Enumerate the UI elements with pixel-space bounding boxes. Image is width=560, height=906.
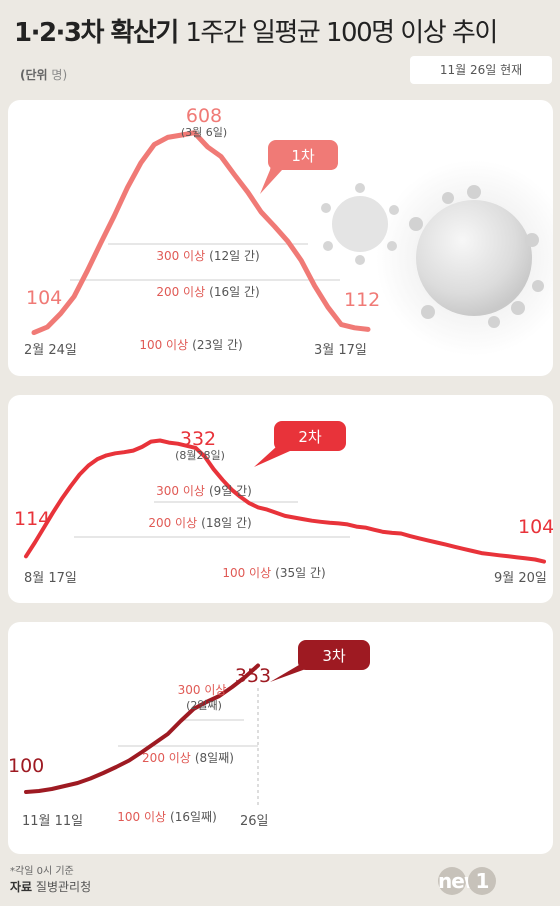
wave1-x-end: 3월 17일 — [314, 343, 367, 358]
wave1-threshold-100: 100 이상 (23일 간) — [139, 338, 242, 352]
wave2-badge: 2차 — [254, 421, 346, 469]
wave1-x-start: 2월 24일 — [24, 343, 77, 358]
wave1-start-label: 104 — [26, 287, 62, 309]
wave3-badge-label: 3차 — [322, 647, 346, 665]
source-note: 자료 질병관리청 — [10, 878, 91, 895]
wave1-line — [31, 130, 371, 336]
wave1-badge-label: 1차 — [291, 147, 315, 165]
wave3-line — [24, 663, 260, 794]
wave2-x-end: 9월 20일 — [494, 571, 547, 586]
unit-value: 명) — [51, 68, 68, 82]
wave2-panel: 114 104 332 (8월28일) 2차 300 이상 (9일 간) 200 … — [8, 395, 553, 603]
wave3-threshold-200: 200 이상 (8일째) — [142, 751, 234, 765]
wave1-badge: 1차 — [260, 140, 338, 194]
wave2-threshold-200: 200 이상 (18일 간) — [148, 516, 251, 530]
wave1-end-label: 112 — [344, 289, 380, 311]
wave3-threshold-lines — [118, 719, 258, 747]
wave2-peak-date: (8월28일) — [175, 448, 225, 462]
wave3-end-label: 353 — [235, 665, 271, 687]
wave2-threshold-300: 300 이상 (9일 간) — [156, 484, 252, 498]
wave1-threshold-200: 200 이상 (16일 간) — [156, 285, 259, 299]
wave2-end-label: 104 — [518, 516, 553, 538]
as-of-badge: 11월 26일 현재 — [410, 56, 552, 84]
unit-label: (단위 — [20, 68, 48, 82]
wave1-threshold-300: 300 이상 (12일 간) — [156, 249, 259, 263]
news1-logo: news1 — [436, 866, 496, 895]
wave2-threshold-100: 100 이상 (35일 간) — [222, 566, 325, 580]
source-value: 질병관리청 — [35, 880, 92, 894]
wave1-threshold-lines — [70, 243, 340, 281]
wave3-threshold-300-days: (2일째) — [186, 698, 222, 712]
wave2-threshold-lines — [74, 501, 350, 538]
wave3-x-end: 26일 — [240, 814, 269, 829]
wave3-threshold-100: 100 이상 (16일째) — [117, 810, 217, 824]
unit-note: (단위 명) — [20, 66, 67, 83]
wave2-badge-label: 2차 — [298, 428, 322, 446]
wave1-panel: 104 112 608 (3월 6일) 1차 300 이상 (12일 간) 200… — [8, 100, 553, 376]
wave1-peak-date: (3월 6일) — [181, 125, 227, 139]
page-title: 1·2·3차 확산기 1주간 일평균 100명 이상 추이 — [14, 12, 498, 49]
logo-mark: 1 — [468, 867, 496, 895]
wave2-line — [24, 438, 546, 564]
wave2-x-start: 8월 17일 — [24, 571, 77, 586]
wave3-chart: 100 353 3차 300 이상 (2일째) 200 이상 (8일째) 100 … — [8, 640, 370, 829]
wave2-chart: 114 104 332 (8월28일) 2차 300 이상 (9일 간) 200 … — [14, 421, 553, 586]
wave3-x-start: 11월 11일 — [22, 814, 83, 829]
wave3-threshold-300: 300 이상 — [178, 683, 227, 697]
wave1-peak-value: 608 — [186, 105, 222, 127]
wave2-start-label: 114 — [14, 508, 50, 530]
footnote: *각일 0시 기준 — [10, 866, 74, 877]
wave3-badge: 3차 — [270, 640, 370, 682]
source-label: 자료 — [10, 880, 33, 894]
wave3-start-label: 100 — [8, 755, 44, 777]
wave1-chart: 104 112 608 (3월 6일) 1차 300 이상 (12일 간) 200… — [24, 105, 553, 358]
title-sub: 1주간 일평균 100명 이상 추이 — [185, 18, 498, 48]
wave3-panel: 100 353 3차 300 이상 (2일째) 200 이상 (8일째) 100 … — [8, 622, 553, 854]
logo-text: news — [438, 867, 493, 895]
virus-illustration-icon — [321, 160, 553, 356]
wave2-peak-value: 332 — [180, 428, 216, 450]
title-main: 1·2·3차 확산기 — [14, 18, 179, 48]
